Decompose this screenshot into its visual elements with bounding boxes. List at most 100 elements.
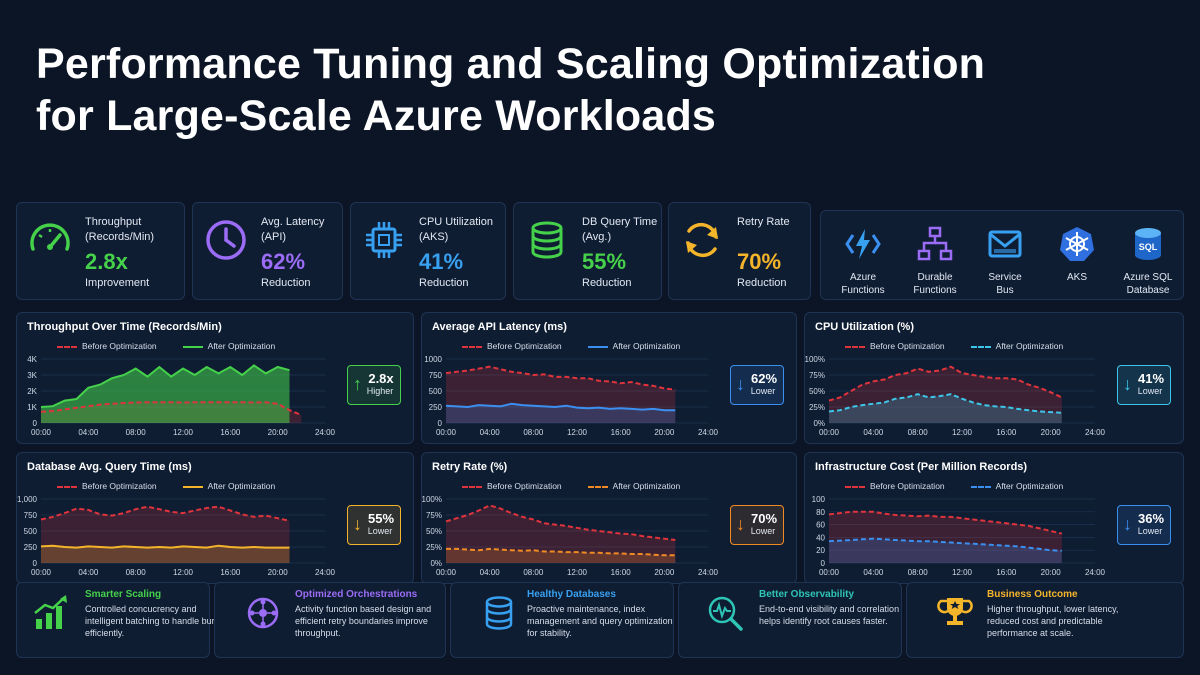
kpi-caption: Reduction (261, 277, 311, 289)
legend-label: Before Optimization (82, 341, 157, 351)
arrow-down-icon: ↓ (353, 514, 362, 534)
page-title-line-1: Performance Tuning and Scaling Optimizat… (36, 40, 986, 88)
service-label-sub: Database (1126, 285, 1170, 296)
cpu-chip-icon (366, 222, 402, 258)
chart-plot: 0 20 40 60 80 100 00:00 04:00 08:00 12:00 16:00 20:… (812, 495, 1106, 577)
change-badge: ↓ 62% Lower (730, 365, 784, 405)
outcome-description: Controlled concucrency and intelligent b… (85, 604, 222, 638)
series-area (829, 538, 1062, 563)
badge-value: 36% (1137, 511, 1165, 526)
y-tick-label: 0 (438, 419, 443, 428)
legend-label: After Optimization (995, 341, 1064, 351)
series-area (41, 365, 290, 423)
outcome-title: Better Observability (759, 589, 855, 600)
y-tick-label: 0% (430, 559, 442, 568)
arrow-down-icon: ↓ (736, 514, 745, 534)
badge-caption: Higher (366, 386, 394, 396)
y-tick-label: 50% (426, 527, 442, 536)
kpi-label-sub: (API) (261, 231, 287, 243)
badge-caption: Lower (1137, 386, 1163, 396)
chart-throughput: Throughput Over Time (Records/Min) Before… (16, 312, 414, 444)
series-line (445, 365, 676, 391)
chart-legend: Before Optimization After Optimization (845, 481, 1089, 491)
x-tick-label: 08:00 (908, 568, 929, 577)
kpi-card-db-query: DB Query Time (Avg.) 55% Reduction (513, 202, 662, 300)
x-tick-label: 08:00 (126, 428, 147, 437)
legend-label: After Optimization (207, 341, 276, 351)
outcome-title: Smarter Scaling (85, 589, 162, 600)
x-tick-label: 20:00 (654, 568, 675, 577)
y-tick-label: 1000 (424, 355, 442, 364)
chart-plot: 0 1K 2K 3K 4K 00:00 04:00 08:00 12:00 16:00 20:00 2… (27, 355, 336, 437)
x-tick-label: 20:00 (1041, 428, 1062, 437)
legend-item: Before Optimization (57, 341, 157, 351)
y-tick-label: 500 (429, 387, 443, 396)
legend-item: Before Optimization (462, 341, 562, 351)
refresh-icon (686, 222, 718, 258)
legend-item: After Optimization (587, 341, 681, 351)
kpi-value: 2.8x (85, 249, 128, 274)
y-tick-label: 2K (27, 387, 37, 396)
x-tick-label: 20:00 (654, 428, 675, 437)
chart-title: Retry Rate (%) (432, 461, 508, 473)
series-area (829, 511, 1062, 563)
chart-title: Infrastructure Cost (Per Million Records… (815, 461, 1028, 473)
legend-label: After Optimization (612, 341, 681, 351)
series-line (828, 510, 1063, 535)
x-tick-label: 04:00 (78, 428, 99, 437)
y-tick-label: 500 (24, 527, 38, 536)
x-tick-label: 24:00 (1085, 428, 1106, 437)
legend-swatch (845, 485, 865, 488)
service-durable-functions: Durable Functions (900, 225, 970, 297)
x-tick-label: 12:00 (173, 568, 194, 577)
legend-swatch (970, 345, 991, 348)
service-aks: AKS (1042, 225, 1112, 284)
chart-legend: Before Optimization After Optimization (57, 481, 301, 491)
series-line (40, 544, 290, 549)
y-tick-label: 0% (813, 419, 825, 428)
legend-swatch (462, 485, 482, 488)
kpi-value: 41% (419, 249, 464, 274)
kpi-label: Retry Rate (737, 216, 790, 228)
kpi-label-sub: (Records/Min) (85, 231, 155, 243)
x-tick-label: 00:00 (436, 568, 457, 577)
x-tick-label: 24:00 (698, 428, 719, 437)
y-tick-label: 50% (809, 387, 825, 396)
change-badge: ↓ 41% Lower (1117, 365, 1171, 405)
y-tick-label: 25% (426, 543, 442, 552)
legend-label: Before Optimization (487, 481, 562, 491)
legend-item: Before Optimization (845, 341, 945, 351)
legend-label: After Optimization (995, 481, 1064, 491)
legend-label: After Optimization (207, 481, 276, 491)
x-tick-label: 24:00 (315, 428, 336, 437)
outcome-description: Proactive maintenance, index management … (527, 604, 673, 638)
arrow-down-icon: ↓ (1123, 514, 1132, 534)
x-tick-label: 04:00 (480, 428, 501, 437)
legend-swatch (845, 345, 865, 348)
arrow-down-icon: ↓ (736, 374, 745, 394)
page-title: Performance Tuning and Scaling Optimizat… (36, 38, 1136, 142)
series-line (40, 364, 290, 408)
y-tick-label: 1K (27, 403, 37, 412)
legend-item: After Optimization (970, 481, 1064, 491)
chart-plot: 0% 25% 50% 75% 100% 00:00 04:00 08:00 12:00 16:00… (805, 355, 1106, 437)
y-tick-label: 20 (816, 546, 825, 555)
badge-caption: Lower (750, 526, 776, 536)
chart-plot: 0 250 500 750 1000 00:00 04:00 08:00 12:00 16:00 2… (424, 355, 719, 437)
x-tick-label: 08:00 (523, 568, 544, 577)
badge-value: 70% (750, 511, 778, 526)
outcome-optimized-orchestrations: Optimized Orchestrations Activity functi… (214, 582, 446, 658)
chart-plot: 0 250 500 750 1,000 00:00 04:00 08:00 12:00 16:00… (17, 495, 336, 577)
legend-item: After Optimization (182, 481, 276, 491)
outcome-title: Healthy Databases (527, 589, 616, 600)
legend-swatch (587, 345, 608, 348)
service-service-bus: Service Bus (970, 225, 1040, 297)
chart-infra-cost: Infrastructure Cost (Per Million Records… (804, 452, 1184, 584)
x-tick-label: 24:00 (1085, 568, 1106, 577)
y-tick-label: 25% (809, 403, 825, 412)
kpi-caption: Reduction (737, 277, 787, 289)
chart-title: Throughput Over Time (Records/Min) (27, 321, 222, 333)
y-tick-label: 60 (816, 521, 825, 530)
service-label: AKS (1066, 272, 1087, 283)
badge-value: 55% (367, 511, 395, 526)
